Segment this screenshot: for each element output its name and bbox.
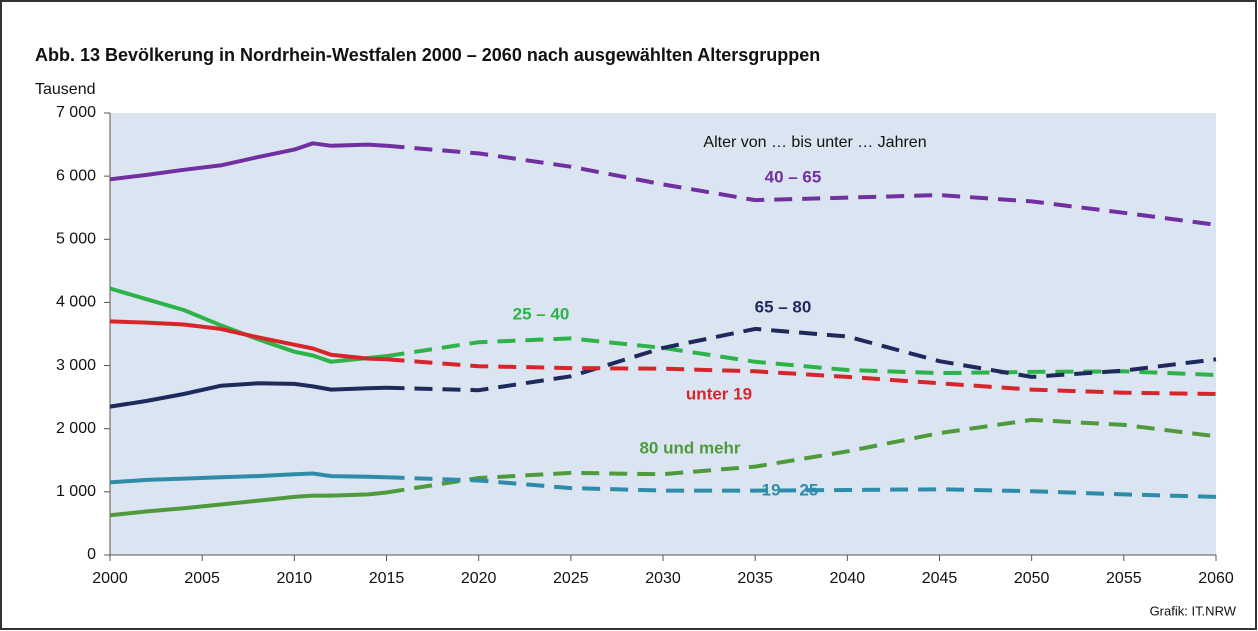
x-tick-label: 2015 (369, 570, 405, 587)
y-tick-label: 6 000 (56, 167, 96, 184)
y-tick-label: 4 000 (56, 294, 96, 311)
y-tick-label: 0 (87, 546, 96, 563)
series-label: 40 – 65 (765, 167, 822, 186)
series-label: 25 – 40 (513, 304, 570, 323)
series-label: 19 – 25 (762, 480, 819, 499)
x-tick-label: 2055 (1106, 570, 1142, 587)
series-label: 65 – 80 (755, 297, 812, 316)
annotation: Alter von … bis unter … Jahren (703, 134, 926, 151)
x-tick-label: 2040 (830, 570, 866, 587)
x-tick-label: 2045 (922, 570, 958, 587)
x-tick-label: 2050 (1014, 570, 1050, 587)
y-tick-label: 7 000 (56, 104, 96, 121)
x-tick-label: 2025 (553, 570, 589, 587)
x-tick-label: 2000 (92, 570, 128, 587)
chart-title: Abb. 13 Bevölkerung in Nordrhein-Westfal… (35, 45, 820, 65)
series-label: unter 19 (686, 384, 752, 403)
projection-line (386, 326, 1217, 393)
x-tick-label: 2030 (645, 570, 681, 587)
y-tick-label: 2 000 (56, 420, 96, 437)
y-tick-label: 3 000 (56, 357, 96, 374)
x-tick-label: 2005 (184, 570, 220, 587)
x-tick-label: 2020 (461, 570, 497, 587)
plot-area (110, 113, 1216, 555)
history-line (109, 381, 387, 409)
series-label: 80 und mehr (639, 438, 740, 457)
x-tick-label: 2010 (277, 570, 313, 587)
history-line (109, 286, 387, 364)
y-tick-label: 1 000 (56, 483, 96, 500)
history-line (109, 319, 387, 362)
history-line (109, 471, 387, 485)
history-line (109, 490, 387, 518)
x-tick-label: 2035 (737, 570, 773, 587)
source: Grafik: IT.NRW (1150, 603, 1237, 618)
y-axis-label: Tausend (35, 81, 96, 98)
y-tick-label: 5 000 (56, 231, 96, 248)
history-line (109, 141, 387, 182)
x-tick-label: 2060 (1198, 570, 1234, 587)
